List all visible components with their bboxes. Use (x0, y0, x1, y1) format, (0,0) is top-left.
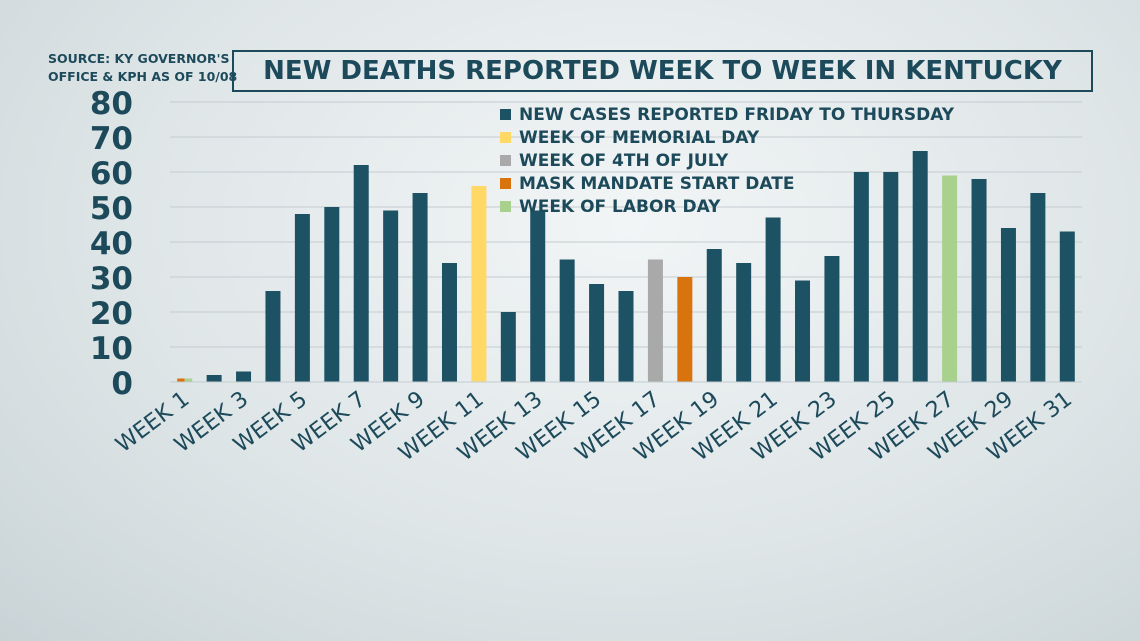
bar (324, 207, 340, 382)
legend-item: WEEK OF LABOR DAY (500, 195, 954, 218)
legend-item: NEW CASES REPORTED FRIDAY TO THURSDAY (500, 103, 954, 126)
bar (383, 210, 399, 382)
bar (765, 217, 781, 382)
chart-title: NEW DEATHS REPORTED WEEK TO WEEK IN KENT… (263, 56, 1062, 86)
bar (1030, 193, 1046, 382)
bar (736, 263, 752, 382)
bar (618, 291, 634, 382)
legend-swatch (500, 178, 511, 189)
gridlines (170, 101, 1082, 348)
bar (824, 256, 840, 382)
legend-label: MASK MANDATE START DATE (519, 173, 795, 194)
legend-item: WEEK OF 4TH OF JULY (500, 149, 954, 172)
bar (853, 172, 869, 382)
y-tick-label: 80 (90, 86, 133, 122)
y-tick-label: 20 (90, 296, 133, 332)
legend-swatch (500, 155, 511, 166)
legend-label: WEEK OF MEMORIAL DAY (519, 127, 760, 148)
bar (706, 249, 722, 382)
bar (530, 210, 546, 382)
bar (177, 378, 185, 382)
legend-swatch (500, 109, 511, 120)
bar (265, 291, 281, 382)
bar (412, 193, 428, 382)
bar (1000, 228, 1016, 382)
legend-swatch (500, 132, 511, 143)
legend-swatch (500, 201, 511, 212)
legend: NEW CASES REPORTED FRIDAY TO THURSDAY WEE… (500, 103, 954, 218)
legend-item: MASK MANDATE START DATE (500, 172, 954, 195)
legend-label: NEW CASES REPORTED FRIDAY TO THURSDAY (519, 104, 955, 125)
bar (971, 179, 987, 382)
bar (795, 280, 811, 382)
bar (441, 263, 457, 382)
bar (883, 172, 899, 382)
legend-label: WEEK OF LABOR DAY (519, 196, 721, 217)
legend-label: WEEK OF 4TH OF JULY (519, 150, 729, 171)
bar (559, 259, 575, 382)
y-tick-label: 70 (90, 121, 133, 157)
source-note: SOURCE: KY GOVERNOR'S OFFICE & KPH AS OF… (48, 51, 238, 84)
bar (471, 186, 487, 382)
y-tick-label: 50 (90, 191, 133, 227)
chart-title-box: NEW DEATHS REPORTED WEEK TO WEEK IN KENT… (232, 50, 1093, 92)
bar (206, 375, 222, 382)
bar (647, 259, 663, 382)
bar-overlay (184, 378, 193, 382)
y-tick-label: 0 (111, 366, 133, 402)
bar (294, 214, 310, 382)
bar (236, 371, 252, 382)
bar (942, 175, 958, 382)
bar (677, 277, 693, 382)
bar (353, 165, 369, 382)
bar (1059, 231, 1075, 382)
bar (500, 312, 516, 382)
y-tick-label: 10 (90, 331, 133, 367)
bars (177, 151, 1075, 382)
y-tick-label: 60 (90, 156, 133, 192)
legend-item: WEEK OF MEMORIAL DAY (500, 126, 954, 149)
bar (912, 151, 928, 382)
y-tick-label: 40 (90, 226, 133, 262)
y-tick-label: 30 (90, 261, 133, 297)
bar (589, 284, 605, 382)
